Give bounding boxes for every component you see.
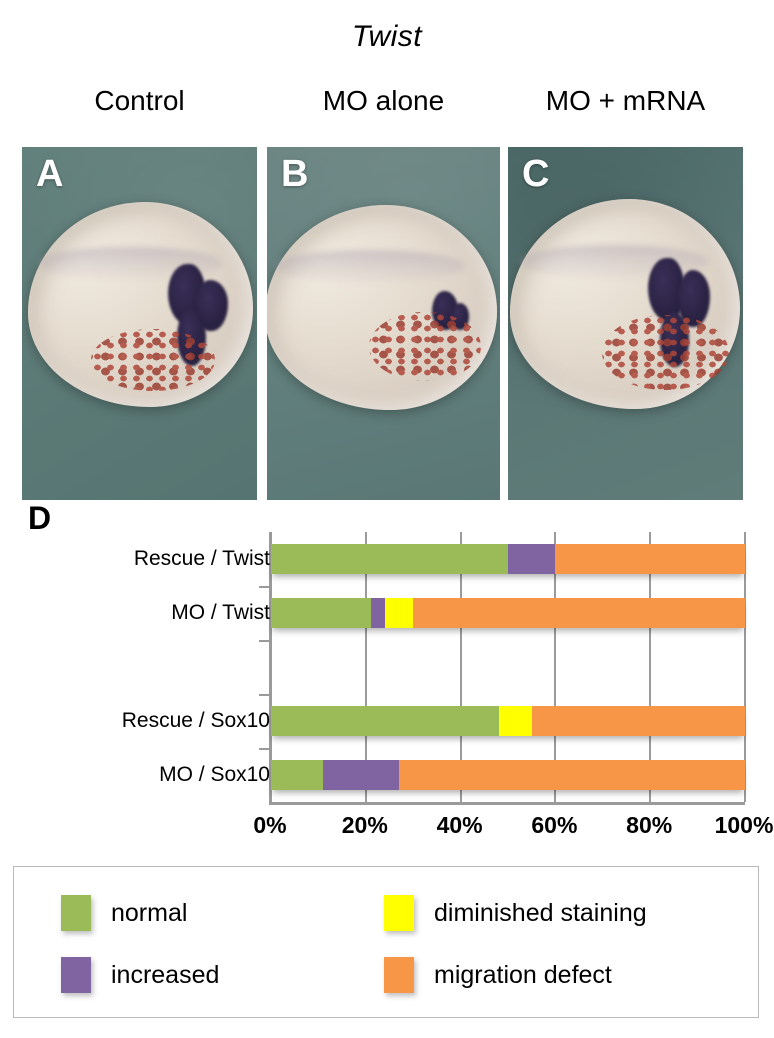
legend-swatch-normal <box>61 895 91 931</box>
panel-letter-d: D <box>28 500 52 536</box>
legend-item-normal: normal <box>61 895 187 931</box>
gridline <box>459 532 462 802</box>
y-axis-tick <box>259 586 269 588</box>
bar-mo-sox10[interactable] <box>271 760 745 790</box>
x-tick-label: 0% <box>253 812 287 838</box>
bar-rescue-twist[interactable] <box>271 544 745 574</box>
x-axis-line <box>269 802 745 805</box>
legend-swatch-migration-defect <box>384 957 414 993</box>
bar-segment-normal[interactable] <box>271 760 324 790</box>
bar-segment-migration-defect[interactable] <box>398 760 745 790</box>
figure-title: Twist <box>351 20 423 53</box>
bar-segment-normal[interactable] <box>271 706 499 736</box>
y-axis-tick <box>259 640 269 642</box>
bar-segment-increased[interactable] <box>508 544 556 574</box>
column-header-mo-alone: MO alone <box>322 85 445 116</box>
bar-segment-diminished-staining[interactable] <box>384 598 414 628</box>
bar-segment-increased[interactable] <box>370 598 385 628</box>
gridline <box>554 532 557 802</box>
legend-label-migration-defect: migration defect <box>434 960 612 989</box>
legend-label-normal: normal <box>111 898 188 927</box>
category-label: MO / Sox10 <box>159 763 270 786</box>
embryo-dorsal-ridge <box>274 250 465 283</box>
x-tick-label: 60% <box>531 812 578 838</box>
embryo-body <box>28 202 253 407</box>
category-label: Rescue / Sox10 <box>121 709 270 732</box>
gridline <box>649 532 652 802</box>
chart-legend: normal increased diminished staining mig… <box>13 866 759 1018</box>
legend-swatch-increased <box>61 957 91 993</box>
column-header-mo-plus-mrna: MO + mRNA <box>545 85 706 116</box>
gridline <box>364 532 367 802</box>
category-label: Rescue / Twist <box>133 547 270 570</box>
embryo-body <box>510 199 740 409</box>
panel-letter-b: B <box>281 153 309 195</box>
x-tick-label: 80% <box>626 812 673 838</box>
bar-segment-increased[interactable] <box>323 760 399 790</box>
legend-swatch-diminished-staining <box>384 895 414 931</box>
micrograph-panel-b: B <box>267 147 500 500</box>
bar-segment-migration-defect[interactable] <box>531 706 745 736</box>
legend-item-diminished-staining: diminished staining <box>384 895 647 931</box>
legend-item-increased: increased <box>61 957 219 993</box>
y-axis-line <box>269 532 272 802</box>
x-tick-label: 20% <box>341 812 388 838</box>
legend-label-increased: increased <box>111 960 220 989</box>
pigment-speckles <box>602 314 729 391</box>
micrograph-panel-a: A <box>22 147 257 500</box>
bar-rescue-sox10[interactable] <box>271 706 745 736</box>
bar-mo-twist[interactable] <box>271 598 745 628</box>
category-label: MO / Twist <box>171 601 270 624</box>
plot-area: 0% 20% 40% 60% 80% 100% <box>253 532 773 837</box>
bar-segment-diminished-staining[interactable] <box>498 706 532 736</box>
column-header-control: Control <box>94 85 185 116</box>
panel-letter-c: C <box>522 153 550 195</box>
pigment-speckles <box>91 329 215 391</box>
micrograph-panel-c: C <box>508 147 743 500</box>
y-axis-tick <box>259 748 269 750</box>
bar-segment-migration-defect[interactable] <box>413 598 745 628</box>
legend-label-diminished-staining: diminished staining <box>434 898 647 927</box>
panel-letter-a: A <box>36 153 64 195</box>
stacked-bar-chart: 0% 20% 40% 60% 80% 100% Rescue / Twist MO / Tw… <box>0 500 774 855</box>
x-tick-label: 40% <box>436 812 483 838</box>
pigment-speckles <box>369 311 481 382</box>
bar-segment-normal[interactable] <box>271 544 508 574</box>
bar-segment-normal[interactable] <box>271 598 371 628</box>
gridline <box>744 532 746 802</box>
y-axis-tick <box>259 694 269 696</box>
embryo-body <box>267 205 497 410</box>
bar-segment-migration-defect[interactable] <box>555 544 745 574</box>
legend-item-migration-defect: migration defect <box>384 957 612 993</box>
x-tick-label: 100% <box>714 812 774 838</box>
